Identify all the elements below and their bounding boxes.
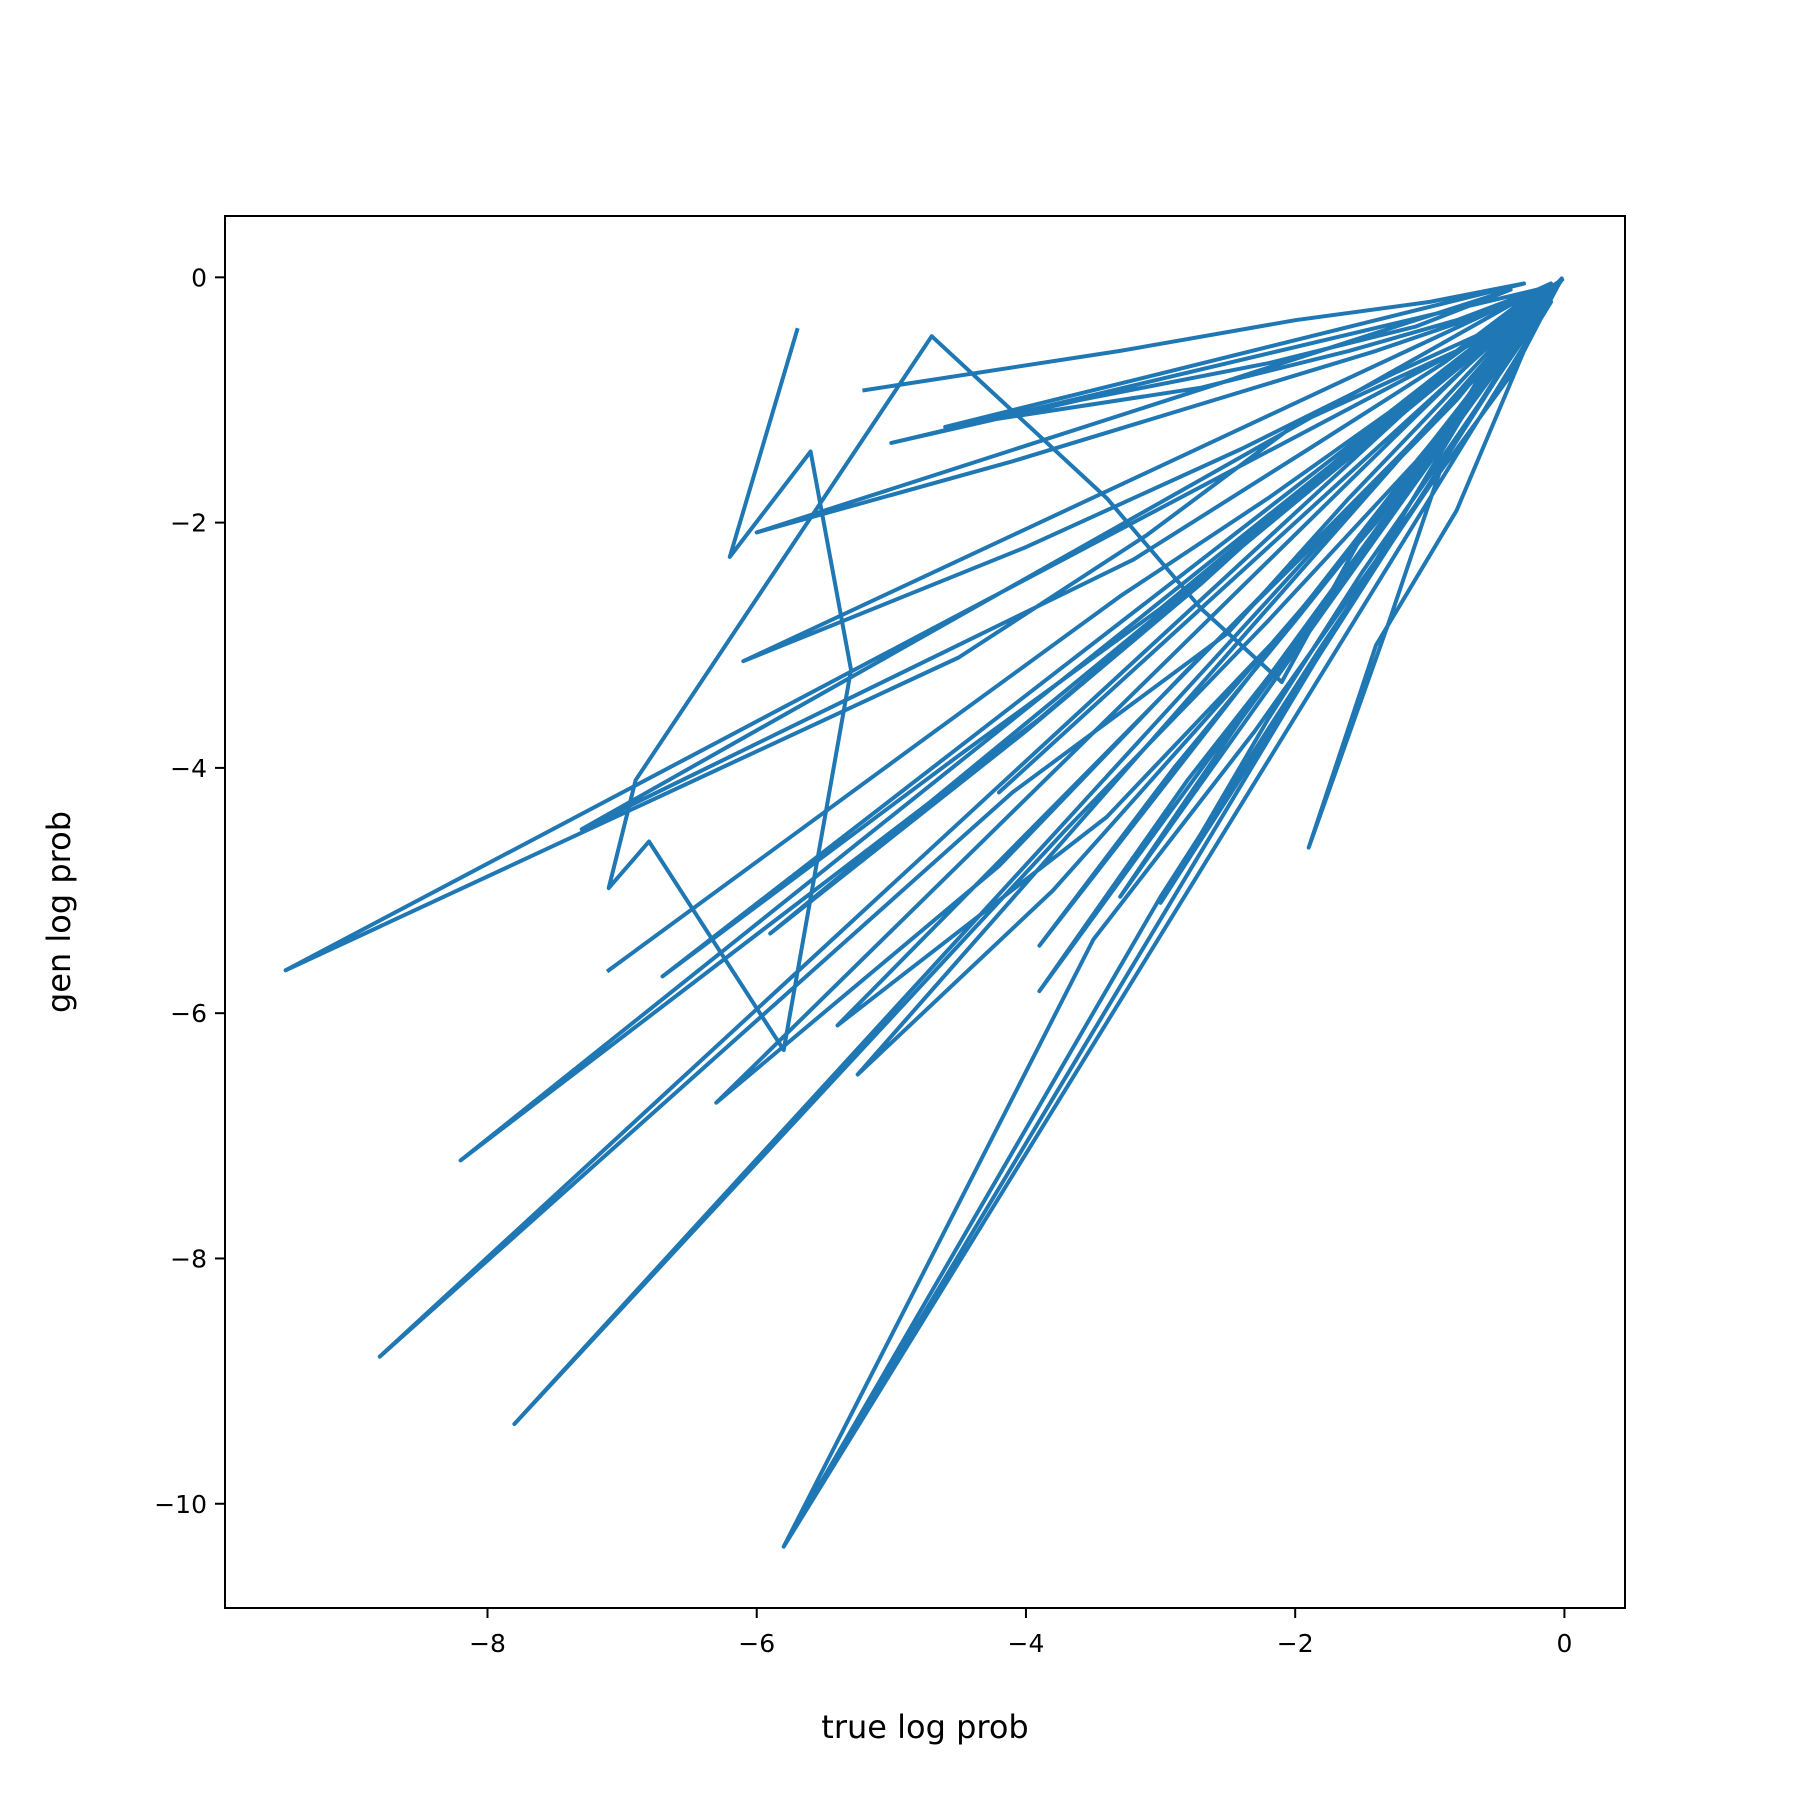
- x-tick-label: −6: [738, 1629, 775, 1658]
- y-tick-label: −10: [154, 1490, 207, 1519]
- x-tick-label: −4: [1008, 1629, 1045, 1658]
- plot-frame: [224, 215, 1626, 1609]
- series-line: [605, 277, 1565, 994]
- x-tick-label: −8: [469, 1629, 506, 1658]
- y-tick-label: −8: [170, 1244, 207, 1273]
- x-tick-label: −2: [1277, 1629, 1314, 1658]
- y-tick-label: −2: [170, 509, 207, 538]
- x-tick-label: 0: [1556, 1629, 1572, 1658]
- y-axis-title: gen log prob: [40, 811, 78, 1013]
- y-tick-label: −4: [170, 754, 207, 783]
- series-layer: [283, 276, 1565, 1549]
- y-tick-label: −6: [170, 999, 207, 1028]
- series-line: [283, 276, 1565, 1549]
- x-axis-title: true log prob: [821, 1708, 1028, 1746]
- y-tick-label: 0: [191, 263, 207, 292]
- x-axis: −8 −6 −4 −2 0: [469, 1608, 1572, 1658]
- y-axis: 0 −2 −4 −6 −8 −10: [154, 263, 225, 1519]
